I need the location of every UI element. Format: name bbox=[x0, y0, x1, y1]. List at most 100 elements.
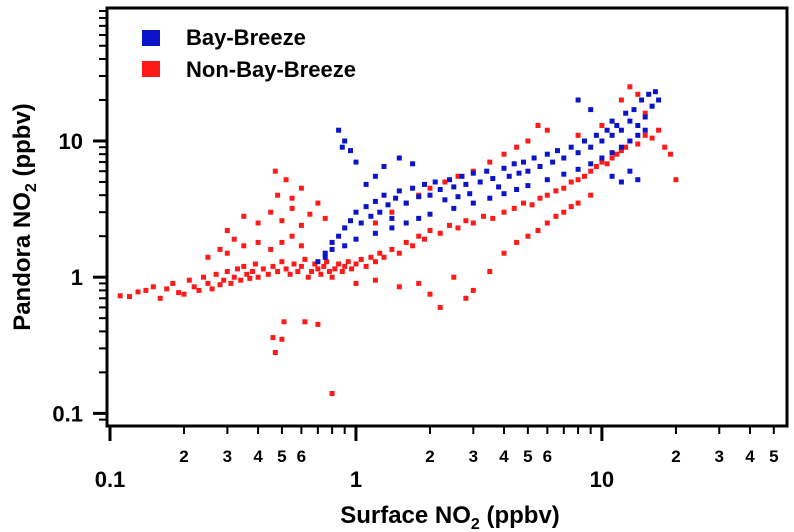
data-point bbox=[656, 97, 662, 103]
data-point bbox=[381, 192, 387, 198]
data-point bbox=[487, 269, 493, 274]
legend-swatch-non-bay-breeze bbox=[142, 61, 160, 77]
data-point bbox=[336, 127, 342, 133]
data-point bbox=[396, 250, 402, 256]
data-point bbox=[537, 195, 543, 201]
data-point bbox=[339, 269, 345, 274]
data-point bbox=[389, 215, 395, 221]
data-point bbox=[322, 254, 328, 260]
data-point bbox=[501, 151, 507, 157]
data-point bbox=[537, 164, 543, 169]
data-point bbox=[289, 205, 295, 211]
data-point bbox=[463, 295, 469, 301]
data-point bbox=[609, 118, 615, 124]
data-point bbox=[255, 220, 261, 226]
data-point bbox=[467, 191, 473, 197]
data-point bbox=[329, 274, 335, 280]
data-point bbox=[618, 97, 624, 103]
data-point bbox=[353, 159, 359, 165]
data-point bbox=[514, 187, 520, 192]
data-point bbox=[289, 195, 295, 201]
data-point bbox=[451, 205, 457, 211]
data-point bbox=[372, 230, 378, 236]
data-point bbox=[241, 243, 247, 249]
data-point bbox=[593, 164, 599, 169]
data-point bbox=[302, 319, 308, 325]
data-point bbox=[463, 181, 469, 187]
data-point bbox=[506, 173, 512, 179]
data-point bbox=[568, 204, 574, 210]
data-point bbox=[363, 263, 369, 269]
data-point bbox=[639, 97, 645, 103]
data-point bbox=[342, 263, 348, 269]
data-point bbox=[627, 168, 633, 174]
data-point bbox=[627, 138, 633, 144]
data-point bbox=[403, 239, 409, 245]
data-point bbox=[521, 159, 526, 165]
x-tick-label-major: 1 bbox=[350, 467, 362, 492]
data-point bbox=[298, 185, 304, 191]
data-point bbox=[618, 148, 624, 154]
data-point bbox=[307, 211, 313, 217]
data-point bbox=[642, 110, 648, 116]
data-point bbox=[302, 256, 308, 262]
data-point bbox=[342, 138, 348, 144]
data-point bbox=[329, 391, 335, 396]
data-point bbox=[372, 220, 378, 226]
data-point bbox=[268, 246, 274, 252]
data-point bbox=[349, 266, 355, 272]
data-point bbox=[287, 271, 293, 277]
data-point bbox=[575, 166, 581, 172]
data-point bbox=[447, 177, 452, 183]
legend-swatch-bay-breeze bbox=[142, 30, 160, 46]
data-point bbox=[470, 200, 476, 206]
data-point bbox=[164, 286, 170, 292]
data-point bbox=[501, 191, 507, 197]
data-point bbox=[422, 181, 427, 187]
data-point bbox=[516, 170, 522, 176]
x-tick-label-minor: 3 bbox=[223, 447, 232, 466]
data-point bbox=[490, 176, 496, 181]
data-point bbox=[403, 220, 409, 226]
data-point bbox=[470, 287, 476, 293]
data-point bbox=[550, 159, 556, 165]
data-point bbox=[437, 230, 443, 236]
data-point bbox=[609, 173, 615, 179]
data-point bbox=[135, 289, 141, 295]
data-point bbox=[599, 138, 605, 144]
data-point bbox=[561, 171, 567, 177]
data-point bbox=[427, 192, 433, 198]
data-point bbox=[649, 103, 655, 109]
data-point bbox=[157, 295, 163, 301]
data-point bbox=[470, 220, 476, 226]
data-point bbox=[298, 243, 304, 249]
data-point bbox=[353, 261, 359, 267]
x-tick-label-minor: 5 bbox=[769, 447, 778, 466]
data-point bbox=[442, 197, 448, 203]
data-point bbox=[205, 280, 211, 286]
data-point bbox=[463, 218, 469, 224]
data-point bbox=[544, 177, 550, 183]
data-point bbox=[353, 209, 359, 215]
data-point bbox=[255, 274, 261, 280]
data-point bbox=[238, 277, 244, 283]
data-point bbox=[377, 250, 383, 256]
data-point bbox=[627, 84, 633, 90]
data-point bbox=[321, 263, 327, 269]
data-point bbox=[575, 200, 581, 206]
data-point bbox=[614, 151, 620, 157]
data-point bbox=[555, 148, 560, 154]
data-point bbox=[396, 188, 402, 194]
data-point bbox=[205, 254, 211, 260]
data-point bbox=[281, 319, 287, 325]
data-point bbox=[332, 266, 338, 272]
data-point bbox=[381, 164, 387, 169]
data-point bbox=[270, 263, 276, 269]
data-point bbox=[437, 304, 443, 310]
data-point bbox=[298, 263, 304, 269]
data-point bbox=[353, 236, 359, 242]
data-point bbox=[279, 218, 285, 224]
data-point bbox=[279, 239, 285, 245]
data-point bbox=[396, 284, 402, 290]
data-point bbox=[618, 127, 624, 133]
